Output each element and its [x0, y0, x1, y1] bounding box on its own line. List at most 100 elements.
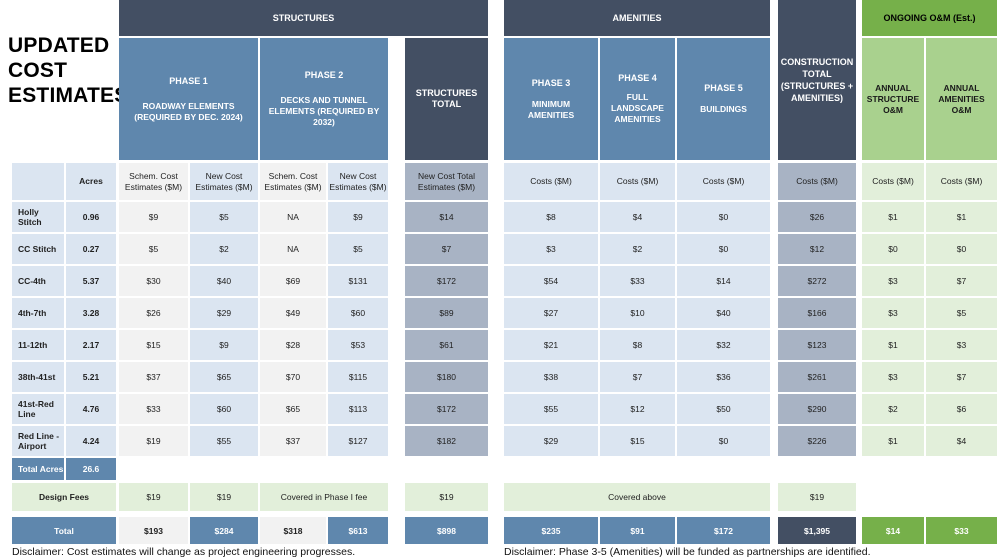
table-cell: $290 — [778, 394, 856, 424]
row-label: Holly Stitch — [12, 202, 64, 232]
total-cell: $172 — [677, 517, 770, 544]
table-cell: $8 — [600, 330, 675, 360]
table-cell: $26 — [119, 298, 188, 328]
table-cell: $89 — [405, 298, 488, 328]
table-cell: NA — [260, 202, 326, 232]
phase-2-desc: DECKS AND TUNNEL ELEMENTS (REQUIRED BY 2… — [268, 95, 380, 127]
subheader-cell: Acres — [66, 163, 116, 200]
total-cell: $91 — [600, 517, 675, 544]
table-cell: $4 — [926, 426, 997, 456]
table-cell: $49 — [260, 298, 326, 328]
table-cell: $12 — [600, 394, 675, 424]
table-cell: $54 — [504, 266, 598, 296]
table-cell: $37 — [260, 426, 326, 456]
table-cell: $53 — [328, 330, 388, 360]
disclaimer-right: Disclaimer: Phase 3-5 (Amenities) will b… — [504, 546, 871, 558]
table-cell: $1 — [862, 426, 924, 456]
row-label: 4th-7th — [12, 298, 64, 328]
table-cell: $172 — [405, 394, 488, 424]
phase-3-desc: MINIMUM AMENITIES — [527, 98, 575, 120]
subheader-cell: New Cost Estimates ($M) — [328, 163, 388, 200]
design-fees-construction-total: $19 — [778, 483, 856, 511]
table-cell: $55 — [504, 394, 598, 424]
table-cell: $8 — [504, 202, 598, 232]
design-fees-amenities: Covered above — [504, 483, 770, 511]
table-cell: $7 — [926, 362, 997, 392]
subheader-cell: New Cost Estimates ($M) — [190, 163, 258, 200]
phase-5-header: PHASE 5 BUILDINGS — [677, 38, 770, 160]
table-cell: $226 — [778, 426, 856, 456]
table-cell: $0 — [677, 426, 770, 456]
table-cell: $33 — [600, 266, 675, 296]
table-cell: $5 — [119, 234, 188, 264]
table-cell: $3 — [862, 298, 924, 328]
table-cell: $7 — [405, 234, 488, 264]
table-cell: $0 — [926, 234, 997, 264]
row-label: CC-4th — [12, 266, 64, 296]
table-cell: $127 — [328, 426, 388, 456]
phase-1-header: PHASE 1 ROADWAY ELEMENTS (REQUIRED BY DE… — [119, 38, 258, 160]
title-line-1: UPDATED — [8, 34, 110, 57]
design-fees-p1-new: $19 — [190, 483, 258, 511]
table-cell: $1 — [862, 202, 924, 232]
table-cell: $3 — [862, 266, 924, 296]
phase-2-header: PHASE 2 DECKS AND TUNNEL ELEMENTS (REQUI… — [260, 38, 388, 160]
table-cell: 5.21 — [66, 362, 116, 392]
table-cell: $40 — [190, 266, 258, 296]
row-label: Red Line - Airport — [12, 426, 64, 456]
phase-4-desc: FULL LANDSCAPE AMENITIES — [611, 92, 664, 124]
table-cell: NA — [260, 234, 326, 264]
design-fees-label: Design Fees — [12, 483, 116, 511]
table-cell: $14 — [405, 202, 488, 232]
row-label: 11-12th — [12, 330, 64, 360]
phase-3-header: PHASE 3 MINIMUM AMENITIES — [504, 38, 598, 160]
total-label: Total — [12, 517, 116, 544]
table-cell: $61 — [405, 330, 488, 360]
phase-3-label: PHASE 3 — [531, 77, 571, 88]
table-cell: $131 — [328, 266, 388, 296]
table-cell: $26 — [778, 202, 856, 232]
subheader-cell: Costs ($M) — [926, 163, 997, 200]
table-cell: $9 — [190, 330, 258, 360]
design-fees-structures-total: $19 — [405, 483, 488, 511]
table-cell: $50 — [677, 394, 770, 424]
total-cell: $33 — [926, 517, 997, 544]
table-cell: $180 — [405, 362, 488, 392]
table-cell: $70 — [260, 362, 326, 392]
total-cell: $284 — [190, 517, 258, 544]
table-cell: $0 — [677, 234, 770, 264]
table-cell: $40 — [677, 298, 770, 328]
table-cell: $38 — [504, 362, 598, 392]
table-cell: 0.27 — [66, 234, 116, 264]
table-cell: $32 — [677, 330, 770, 360]
total-cell: $898 — [405, 517, 488, 544]
total-acres-label: Total Acres — [12, 458, 64, 480]
structures-total-header: STRUCTURES TOTAL — [405, 38, 488, 160]
total-cell: $14 — [862, 517, 924, 544]
table-cell: $172 — [405, 266, 488, 296]
title-line-2: COST — [8, 59, 68, 82]
table-cell: $15 — [600, 426, 675, 456]
total-cell: $318 — [260, 517, 326, 544]
total-cell: $1,395 — [778, 517, 856, 544]
table-cell: $29 — [190, 298, 258, 328]
subheader-name-cell — [12, 163, 64, 200]
table-cell: $115 — [328, 362, 388, 392]
table-cell: 4.24 — [66, 426, 116, 456]
annual-structure-header: ANNUAL STRUCTURE O&M — [862, 38, 924, 160]
table-cell: 4.76 — [66, 394, 116, 424]
phase-5-label: PHASE 5 — [704, 83, 743, 93]
total-cell: $235 — [504, 517, 598, 544]
table-cell: 5.37 — [66, 266, 116, 296]
table-cell: $14 — [677, 266, 770, 296]
design-fees-p1-schem: $19 — [119, 483, 188, 511]
total-cell: $193 — [119, 517, 188, 544]
total-acres-value: 26.6 — [66, 458, 116, 480]
table-cell: $166 — [778, 298, 856, 328]
phase-5-desc: BUILDINGS — [700, 104, 747, 114]
table-cell: $4 — [600, 202, 675, 232]
row-label: CC Stitch — [12, 234, 64, 264]
subheader-cell: Schem. Cost Estimates ($M) — [260, 163, 326, 200]
table-cell: 3.28 — [66, 298, 116, 328]
table-cell: $123 — [778, 330, 856, 360]
